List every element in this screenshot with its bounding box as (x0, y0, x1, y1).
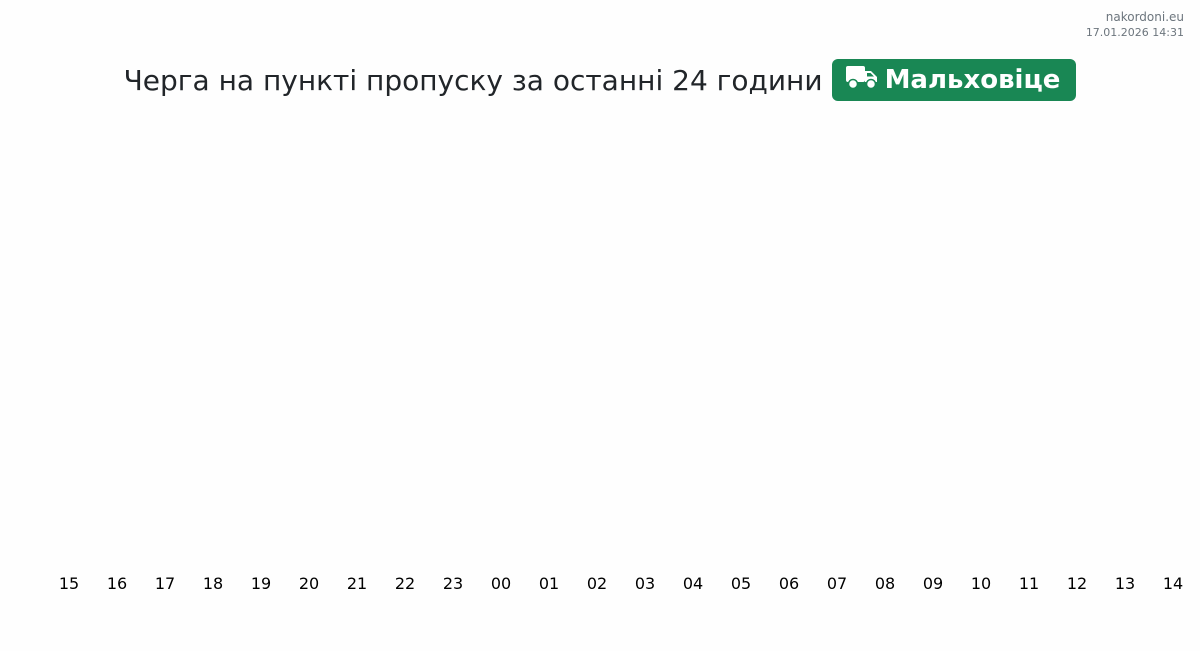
x-tick-label: 15 (59, 574, 79, 593)
x-tick-label: 11 (1019, 574, 1039, 593)
truck-icon (845, 64, 885, 97)
checkpoint-name: Мальховіце (884, 65, 1061, 95)
x-tick-label: 04 (683, 574, 703, 593)
x-tick-label: 09 (923, 574, 943, 593)
x-tick-label: 08 (875, 574, 895, 593)
x-tick-label: 02 (587, 574, 607, 593)
x-tick-label: 00 (491, 574, 511, 593)
x-tick-label: 14 (1163, 574, 1183, 593)
checkpoint-badge: Мальховіце (831, 59, 1077, 101)
source-info: nakordoni.eu 17.01.2026 14:31 (1086, 9, 1184, 41)
x-tick-label: 18 (203, 574, 223, 593)
x-tick-label: 10 (971, 574, 991, 593)
x-tick-label: 07 (827, 574, 847, 593)
x-tick-label: 16 (107, 574, 127, 593)
x-tick-label: 19 (251, 574, 271, 593)
x-tick-label: 06 (779, 574, 799, 593)
page-title: Черга на пункті пропуску за останні 24 г… (123, 63, 823, 97)
x-tick-label: 22 (395, 574, 415, 593)
site-name: nakordoni.eu (1105, 10, 1184, 24)
x-tick-label: 01 (539, 574, 559, 593)
x-tick-label: 12 (1067, 574, 1087, 593)
x-tick-label: 20 (299, 574, 319, 593)
x-tick-label: 17 (155, 574, 175, 593)
x-tick-label: 13 (1115, 574, 1135, 593)
x-tick-label: 03 (635, 574, 655, 593)
x-tick-label: 05 (731, 574, 751, 593)
x-tick-label: 21 (347, 574, 367, 593)
updated-timestamp: 17.01.2026 14:31 (1085, 26, 1184, 39)
header: Черга на пункті пропуску за останні 24 г… (0, 59, 1200, 101)
x-tick-label: 23 (443, 574, 463, 593)
queue-chart: 15 16 17 18 19 20 21 22 23 00 01 02 03 04 05 06 07 08 09 10… (59, 574, 1183, 593)
